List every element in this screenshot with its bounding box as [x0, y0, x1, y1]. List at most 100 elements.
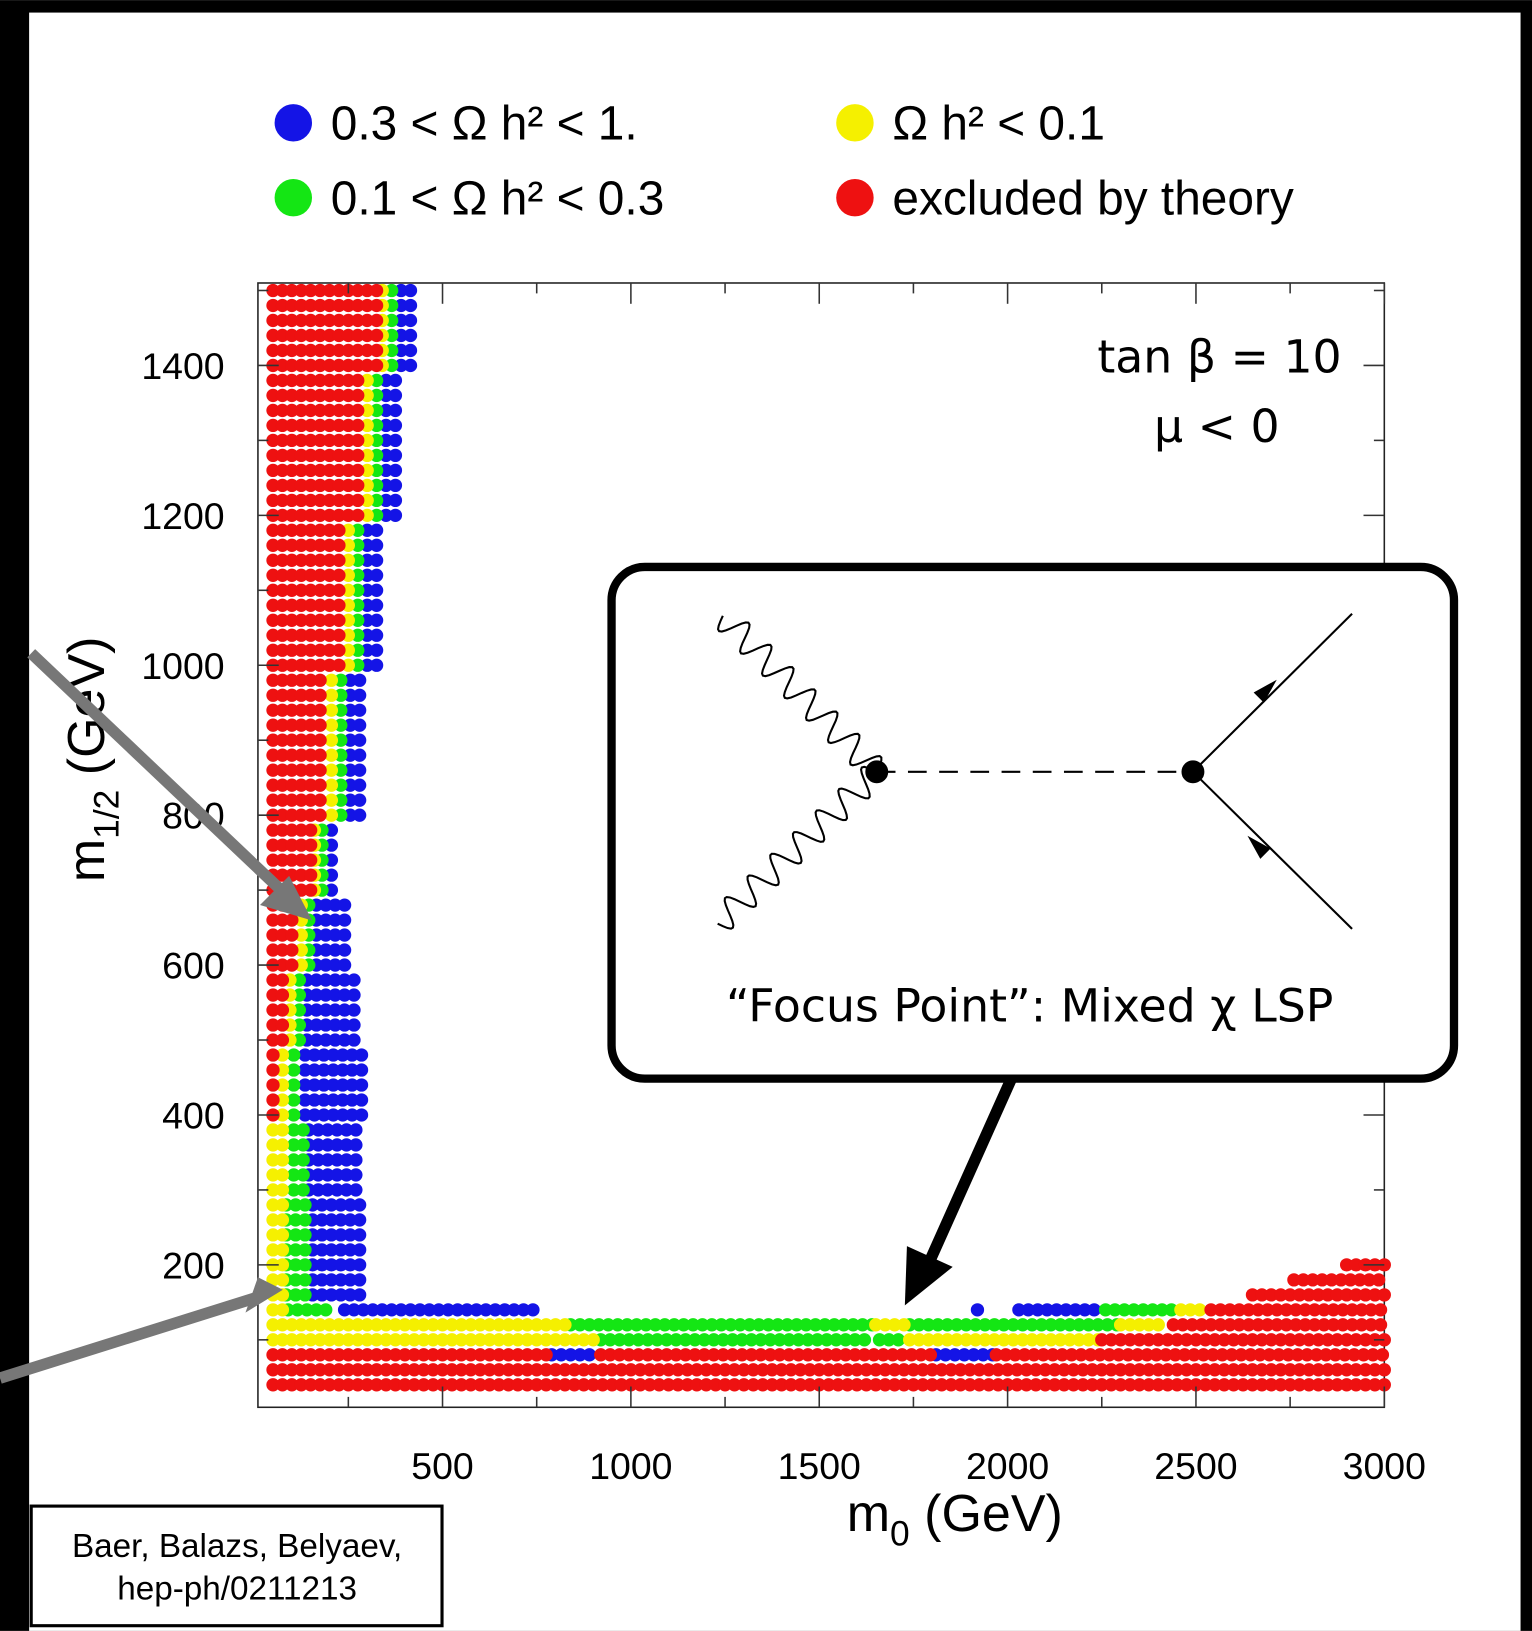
dot [369, 283, 384, 298]
dot [285, 763, 299, 777]
dot [315, 1258, 329, 1272]
dot [266, 1153, 280, 1167]
pointer-arrow [0, 1292, 257, 1384]
dot [266, 463, 280, 478]
dot [360, 628, 374, 642]
dot [307, 1078, 322, 1092]
dot [577, 1333, 591, 1347]
dot [950, 1318, 964, 1332]
dot [351, 373, 365, 388]
dot [1245, 1288, 1260, 1302]
dot [304, 328, 318, 343]
dot [351, 598, 365, 612]
dot [1236, 1333, 1250, 1347]
dot [1358, 1288, 1373, 1302]
dot-block [1174, 1303, 1207, 1317]
dot [1164, 1303, 1179, 1317]
dot [328, 898, 342, 912]
dot [313, 583, 327, 597]
dot [595, 1378, 610, 1392]
dot [369, 553, 384, 567]
dot [294, 568, 308, 582]
dot [275, 508, 290, 523]
dot [294, 958, 308, 972]
dot [351, 313, 365, 328]
dot [266, 928, 280, 942]
dot [287, 1078, 301, 1092]
dot [558, 1333, 572, 1347]
dot [554, 1348, 568, 1362]
dot [953, 1363, 968, 1377]
dot [1349, 1363, 1363, 1377]
dot [298, 1258, 312, 1272]
dot [661, 1378, 676, 1392]
dot [275, 1378, 290, 1392]
dot [341, 613, 356, 627]
dot [603, 1348, 617, 1362]
dot [294, 1318, 308, 1332]
dot [388, 1378, 403, 1392]
dot [1019, 1378, 1034, 1392]
axes-layer: 500 1000 1500 2000 2500 300020040060080010001… [141, 282, 1426, 1487]
dot-block [379, 373, 403, 523]
dot [379, 508, 393, 523]
dot [1179, 1333, 1194, 1347]
dot [351, 568, 365, 582]
dot [352, 733, 367, 747]
dot [398, 1348, 412, 1362]
dot-block [1245, 1288, 1391, 1302]
dot [940, 1318, 954, 1332]
arrowhead [1247, 835, 1271, 859]
dot [771, 1318, 785, 1332]
dot [1272, 1348, 1286, 1362]
dot [407, 1348, 421, 1362]
dot [336, 1108, 350, 1122]
dot [266, 1378, 280, 1392]
dot-block [360, 373, 374, 523]
dot [953, 1378, 968, 1392]
dot [332, 538, 346, 552]
dot [328, 973, 342, 987]
dot [294, 823, 308, 837]
dot [341, 433, 356, 448]
legend: 0.3 < Ω h² < 1. 0.1 < Ω h² < 0.3 Ω h² < 0.… [274, 97, 1294, 225]
dot [332, 1318, 346, 1332]
dot [498, 1303, 512, 1317]
dot [403, 328, 418, 343]
dot [275, 1318, 290, 1332]
dot [266, 583, 280, 597]
dot [275, 1048, 290, 1062]
dot [266, 388, 280, 403]
dot [328, 913, 342, 927]
x-label-part: (GeV) [910, 1485, 1063, 1543]
dot [332, 463, 346, 478]
dot [820, 1348, 834, 1362]
dot [304, 388, 318, 403]
dot-block [872, 1333, 906, 1347]
dot-block [594, 1348, 938, 1362]
dot [298, 1213, 312, 1227]
dot [388, 448, 403, 463]
dot [1100, 1318, 1115, 1332]
dot [313, 478, 327, 493]
dot [320, 1123, 335, 1137]
dot [304, 658, 318, 672]
dot-block [970, 1303, 985, 1317]
dot [369, 448, 384, 463]
dot [1204, 1303, 1218, 1317]
dot [1226, 1378, 1241, 1392]
dot [313, 1318, 327, 1332]
dot [266, 1198, 280, 1212]
dot [275, 373, 290, 388]
dot [332, 403, 346, 418]
dot [501, 1348, 516, 1362]
dot [624, 1378, 638, 1392]
dot [324, 1273, 339, 1287]
dot [341, 508, 356, 523]
dot [294, 808, 308, 822]
dot [1113, 1318, 1128, 1332]
dot [341, 643, 356, 657]
dot [334, 673, 348, 687]
dot [351, 583, 365, 597]
dot [322, 463, 337, 478]
